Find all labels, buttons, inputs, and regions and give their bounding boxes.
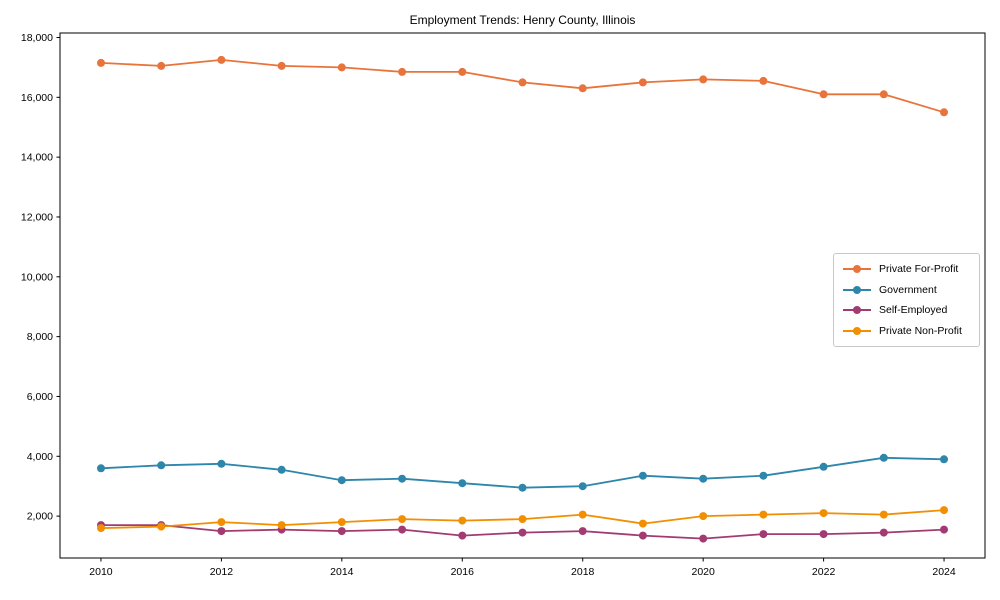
marker-self-employed-2019 <box>638 531 647 540</box>
legend-swatch-government <box>843 285 871 294</box>
marker-private-for-profit-2024 <box>940 108 948 117</box>
marker-private-for-profit-2021 <box>759 76 768 85</box>
marker-private-for-profit-2020 <box>699 75 708 84</box>
marker-private-for-profit-2017 <box>518 78 527 87</box>
marker-private-non-profit-2016 <box>458 516 467 525</box>
marker-private-for-profit-2012 <box>217 55 226 64</box>
marker-government-2014 <box>337 476 346 485</box>
marker-private-non-profit-2015 <box>398 515 407 524</box>
marker-private-non-profit-2014 <box>337 518 346 527</box>
legend-label-private-non-profit: Private Non-Profit <box>879 324 962 337</box>
marker-self-employed-2024 <box>940 525 948 534</box>
marker-government-2023 <box>879 453 888 462</box>
marker-private-non-profit-2010 <box>97 524 105 533</box>
marker-self-employed-2021 <box>759 530 768 539</box>
marker-private-non-profit-2013 <box>277 521 286 530</box>
marker-private-non-profit-2022 <box>819 509 828 518</box>
y-tick-label: 2,000 <box>27 511 53 523</box>
marker-private-for-profit-2018 <box>578 84 587 93</box>
marker-private-for-profit-2023 <box>879 90 888 99</box>
legend-label-private-for-profit: Private For-Profit <box>879 263 959 276</box>
x-tick-label: 2016 <box>451 566 475 578</box>
y-tick-label: 10,000 <box>21 271 53 283</box>
y-tick-label: 18,000 <box>21 32 53 44</box>
marker-private-for-profit-2019 <box>638 78 647 87</box>
marker-self-employed-2015 <box>398 525 407 534</box>
line-government <box>100 456 945 489</box>
marker-government-2016 <box>458 479 467 488</box>
y-tick-label: 4,000 <box>27 451 53 463</box>
x-tick-label: 2024 <box>932 566 956 578</box>
legend-swatch-private-for-profit <box>843 265 871 274</box>
marker-private-for-profit-2011 <box>157 61 166 70</box>
legend-item-private-non-profit: Private Non-Profit <box>843 325 970 337</box>
legend-label-self-employed: Self-Employed <box>879 304 948 317</box>
marker-private-for-profit-2016 <box>458 67 467 76</box>
marker-private-for-profit-2014 <box>337 63 346 72</box>
marker-private-non-profit-2023 <box>879 510 888 519</box>
marker-government-2017 <box>518 483 527 492</box>
marker-self-employed-2018 <box>578 527 587 536</box>
x-tick-label: 2020 <box>691 566 715 578</box>
marker-government-2018 <box>578 482 587 491</box>
marker-private-for-profit-2010 <box>97 58 105 67</box>
plot-frame <box>59 32 986 559</box>
marker-government-2022 <box>819 462 828 471</box>
chart-title: Employment Trends: Henry County, Illinoi… <box>409 13 636 27</box>
marker-self-employed-2014 <box>337 527 346 536</box>
marker-government-2020 <box>699 474 708 483</box>
legend-item-government: Government <box>843 284 970 296</box>
marker-government-2015 <box>398 474 407 483</box>
legend-label-government: Government <box>879 283 937 296</box>
x-tick-label: 2014 <box>330 566 354 578</box>
x-tick-label: 2018 <box>571 566 595 578</box>
series-private-for-profit <box>97 55 948 117</box>
marker-private-non-profit-2019 <box>638 519 647 528</box>
legend-swatch-self-employed <box>843 306 871 315</box>
legend-swatch-private-non-profit <box>843 326 871 335</box>
y-axis-ticks: 2,000 4,000 6,000 8,000 10,000 12,000 14,000 16… <box>21 32 60 523</box>
marker-private-for-profit-2022 <box>819 90 828 99</box>
marker-private-for-profit-2015 <box>398 67 407 76</box>
marker-self-employed-2023 <box>879 528 888 537</box>
marker-private-non-profit-2024 <box>940 506 948 515</box>
marker-private-non-profit-2012 <box>217 518 226 527</box>
marker-government-2013 <box>277 465 286 474</box>
marker-private-non-profit-2020 <box>699 512 708 521</box>
y-tick-label: 8,000 <box>27 331 53 343</box>
x-tick-label: 2022 <box>812 566 836 578</box>
y-tick-label: 16,000 <box>21 92 53 104</box>
marker-government-2021 <box>759 471 768 480</box>
x-axis-ticks: 2010 2012 2014 2016 2018 2020 2022 2024 <box>89 558 956 578</box>
marker-private-for-profit-2013 <box>277 61 286 70</box>
marker-self-employed-2017 <box>518 528 527 537</box>
y-tick-label: 12,000 <box>21 211 53 223</box>
x-tick-label: 2010 <box>89 566 113 578</box>
marker-government-2012 <box>217 459 226 468</box>
y-tick-label: 14,000 <box>21 152 53 164</box>
marker-private-non-profit-2017 <box>518 515 527 524</box>
marker-government-2019 <box>638 471 647 480</box>
series-private-non-profit <box>97 506 948 533</box>
marker-private-non-profit-2011 <box>157 522 166 531</box>
y-tick-label: 6,000 <box>27 391 53 403</box>
marker-government-2011 <box>157 461 166 470</box>
x-tick-label: 2012 <box>210 566 234 578</box>
marker-private-non-profit-2018 <box>578 510 587 519</box>
marker-government-2010 <box>97 464 105 473</box>
series-government <box>97 453 948 492</box>
legend-item-self-employed: Self-Employed <box>843 304 970 316</box>
marker-private-non-profit-2021 <box>759 510 768 519</box>
legend-item-private-for-profit: Private For-Profit <box>843 263 970 275</box>
legend: Private For-Profit Government Self-Employe… <box>833 253 980 347</box>
marker-government-2024 <box>940 455 948 464</box>
marker-self-employed-2012 <box>217 527 226 536</box>
marker-self-employed-2020 <box>699 534 708 543</box>
marker-self-employed-2016 <box>458 531 467 540</box>
marker-self-employed-2022 <box>819 530 828 539</box>
